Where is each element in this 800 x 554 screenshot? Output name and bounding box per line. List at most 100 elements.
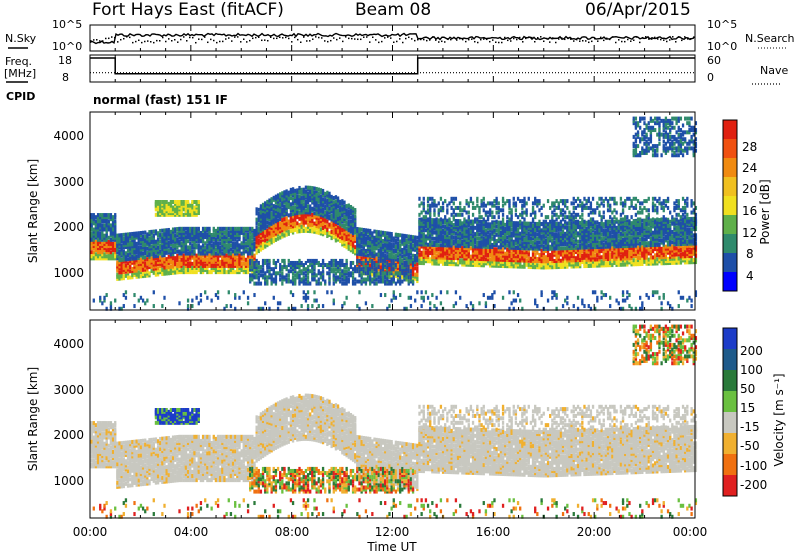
power-cell bbox=[386, 279, 389, 284]
power-cell bbox=[486, 295, 490, 300]
power-cell bbox=[180, 241, 183, 246]
power-cell bbox=[474, 205, 477, 210]
power-cell bbox=[332, 196, 335, 201]
power-cell bbox=[279, 267, 282, 272]
power-cell bbox=[298, 227, 301, 232]
power-cell bbox=[456, 231, 460, 236]
power-cell bbox=[414, 262, 417, 267]
power-cell bbox=[390, 258, 393, 263]
power-cell bbox=[373, 243, 376, 248]
power-cell bbox=[405, 244, 408, 249]
power-cell bbox=[144, 255, 147, 260]
power-cell bbox=[369, 239, 372, 244]
power-cell bbox=[129, 236, 132, 241]
power-cell bbox=[437, 208, 440, 213]
power-cell bbox=[426, 222, 430, 226]
power-cell bbox=[448, 217, 451, 222]
power-cell bbox=[105, 250, 108, 255]
power-cell bbox=[131, 256, 134, 261]
power-cell bbox=[111, 241, 115, 246]
power-cell bbox=[416, 244, 419, 249]
power-cell bbox=[159, 251, 162, 256]
power-cell bbox=[109, 229, 113, 234]
power-cell bbox=[510, 241, 513, 246]
power-cell bbox=[354, 269, 357, 274]
power-cell bbox=[92, 219, 95, 224]
power-cell bbox=[514, 233, 518, 238]
power-cell bbox=[184, 268, 188, 273]
power-cell bbox=[330, 267, 333, 272]
power-cell bbox=[418, 244, 421, 249]
power-cell bbox=[156, 249, 160, 254]
power-cell bbox=[328, 279, 331, 284]
power-cell bbox=[360, 227, 363, 232]
power-cell bbox=[499, 249, 503, 254]
power-cell bbox=[212, 226, 215, 231]
power-cell bbox=[311, 269, 314, 274]
power-cell bbox=[317, 212, 320, 217]
power-cell bbox=[161, 267, 164, 272]
power-cell bbox=[416, 235, 419, 240]
power-cell bbox=[304, 298, 308, 303]
power-cell bbox=[478, 244, 481, 249]
power-cell bbox=[409, 277, 413, 282]
power-cell bbox=[171, 266, 175, 271]
nsearch-point bbox=[456, 39, 458, 41]
power-cell bbox=[437, 226, 440, 231]
power-cell bbox=[336, 237, 340, 242]
power-cell bbox=[114, 225, 117, 230]
power-cell bbox=[249, 260, 252, 265]
power-cell bbox=[422, 201, 425, 206]
power-cell bbox=[401, 258, 404, 263]
power-cell bbox=[371, 233, 374, 238]
power-cell bbox=[122, 267, 125, 272]
power-cell bbox=[508, 210, 511, 215]
power-cell bbox=[264, 260, 267, 265]
power-cell bbox=[274, 194, 278, 199]
power-cell bbox=[279, 212, 282, 217]
power-cell bbox=[486, 242, 490, 247]
power-cell bbox=[519, 244, 522, 249]
power-cell bbox=[381, 251, 385, 256]
nsearch-point bbox=[624, 40, 626, 43]
power-cell bbox=[347, 232, 350, 237]
power-cell bbox=[351, 210, 355, 215]
power-cell bbox=[420, 234, 423, 239]
power-cell bbox=[435, 249, 438, 254]
power-cell bbox=[195, 245, 198, 250]
power-cell bbox=[336, 227, 340, 232]
power-cell bbox=[298, 202, 301, 207]
power-cell bbox=[242, 237, 245, 242]
power-cell bbox=[420, 244, 423, 249]
power-cell bbox=[206, 237, 209, 242]
power-cell bbox=[306, 193, 310, 198]
power-cell bbox=[184, 270, 188, 275]
power-cell bbox=[414, 239, 417, 244]
power-cell bbox=[255, 265, 258, 270]
power-cell bbox=[96, 217, 100, 222]
power-cell bbox=[354, 210, 357, 215]
power-cell bbox=[266, 210, 269, 215]
power-cell bbox=[131, 231, 134, 236]
power-cell bbox=[463, 225, 466, 230]
power-cell bbox=[309, 218, 312, 223]
power-cell bbox=[249, 265, 252, 270]
nsearch-point bbox=[675, 41, 677, 43]
power-cell bbox=[165, 250, 168, 255]
power-cell bbox=[452, 225, 455, 230]
power-cell bbox=[302, 267, 305, 272]
nsearch-point bbox=[585, 40, 587, 42]
power-cell bbox=[109, 233, 113, 238]
power-cell bbox=[467, 210, 470, 215]
power-cell bbox=[225, 237, 228, 242]
power-cell bbox=[195, 257, 198, 262]
power-cell bbox=[221, 259, 224, 264]
power-cell bbox=[285, 212, 288, 217]
power-cell bbox=[306, 195, 310, 200]
power-cell bbox=[429, 215, 432, 220]
power-cell bbox=[103, 244, 106, 248]
power-cell bbox=[508, 249, 511, 254]
power-cell bbox=[422, 226, 425, 231]
nsearch-point bbox=[486, 38, 488, 41]
power-cell bbox=[501, 243, 505, 248]
